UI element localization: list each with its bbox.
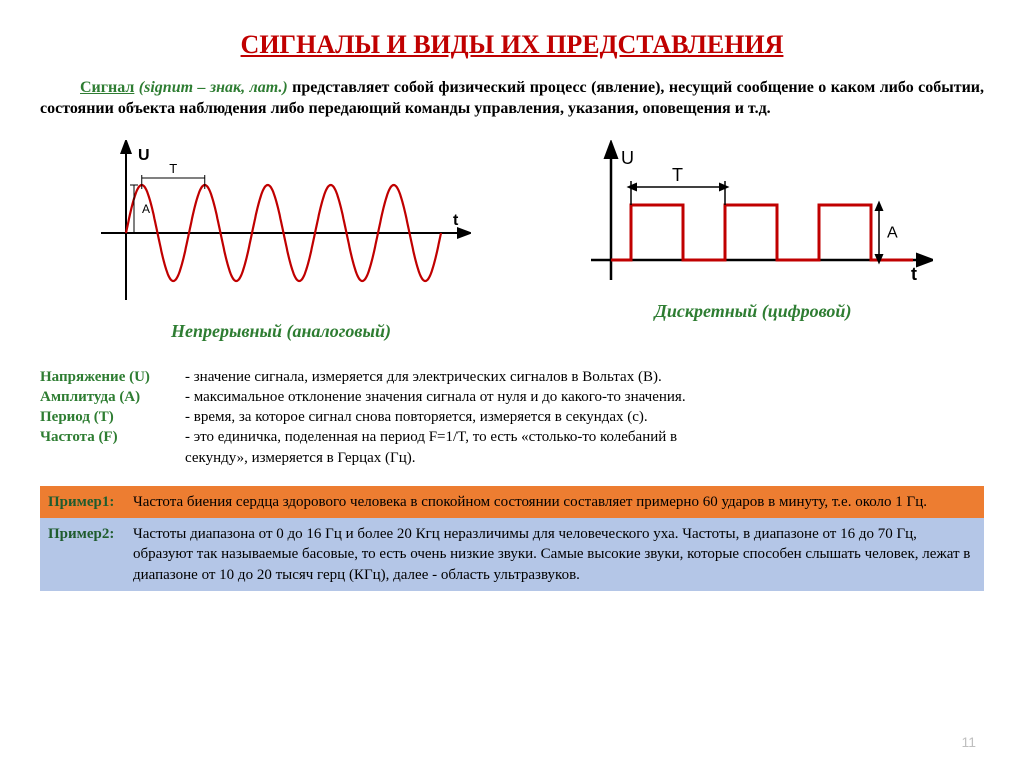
definition-text: - время, за которое сигнал снова повторя…: [185, 407, 984, 427]
example-row: Пример2:Частоты диапазона от 0 до 16 Гц …: [40, 518, 984, 591]
svg-text:U: U: [621, 148, 634, 168]
definition-term: Период (T): [40, 407, 185, 427]
svg-text:t: t: [453, 212, 459, 229]
svg-text:A: A: [887, 224, 898, 241]
example-row: Пример1:Частота биения сердца здорового …: [40, 486, 984, 518]
analog-caption: Непрерывный (аналоговый): [91, 321, 471, 342]
example-text: Частота биения сердца здорового человека…: [133, 492, 976, 512]
definition-row: Период (T)- время, за которое сигнал сно…: [40, 407, 984, 427]
definition-term: Амплитуда (A): [40, 387, 185, 407]
definitions-block: Напряжение (U)- значение сигнала, измеря…: [40, 367, 984, 468]
intro-latin: (signum – знак, лат.): [134, 79, 287, 96]
definition-row: Напряжение (U)- значение сигнала, измеря…: [40, 367, 984, 387]
definition-term: Напряжение (U): [40, 367, 185, 387]
definition-text: - значение сигнала, измеряется для элект…: [185, 367, 984, 387]
analog-svg: Ut T A: [91, 140, 471, 310]
svg-text:t: t: [911, 264, 917, 284]
example-text: Частоты диапазона от 0 до 16 Гц и более …: [133, 524, 976, 585]
page-number: 11: [961, 734, 976, 750]
diagrams-row: Ut T A Непрерывный (аналоговый) Ut T A Дискр…: [40, 140, 984, 342]
definition-continuation: секунду», измеряется в Герцах (Гц).: [185, 448, 984, 468]
definition-row: Амплитуда (A)- максимальное отклонение з…: [40, 387, 984, 407]
page-title: СИГНАЛЫ И ВИДЫ ИХ ПРЕДСТАВЛЕНИЯ: [40, 30, 984, 60]
examples-block: Пример1:Частота биения сердца здорового …: [40, 486, 984, 591]
digital-diagram: Ut T A Дискретный (цифровой): [573, 140, 933, 342]
definition-text: - это единичка, поделенная на период F=1…: [185, 427, 984, 447]
analog-diagram: Ut T A Непрерывный (аналоговый): [91, 140, 471, 342]
svg-text:T: T: [672, 165, 683, 185]
svg-text:A: A: [142, 202, 150, 216]
definition-term: Частота (F): [40, 427, 185, 447]
definition-text: - максимальное отклонение значения сигна…: [185, 387, 984, 407]
svg-text:T: T: [169, 161, 177, 176]
intro-paragraph: Сигнал (signum – знак, лат.) представляе…: [40, 78, 984, 120]
intro-lead: Сигнал: [80, 79, 134, 96]
svg-text:U: U: [138, 147, 150, 164]
example-label: Пример1:: [48, 492, 133, 512]
definition-row: Частота (F)- это единичка, поделенная на…: [40, 427, 984, 447]
digital-svg: Ut T A: [573, 140, 933, 290]
example-label: Пример2:: [48, 524, 133, 585]
digital-caption: Дискретный (цифровой): [573, 301, 933, 322]
